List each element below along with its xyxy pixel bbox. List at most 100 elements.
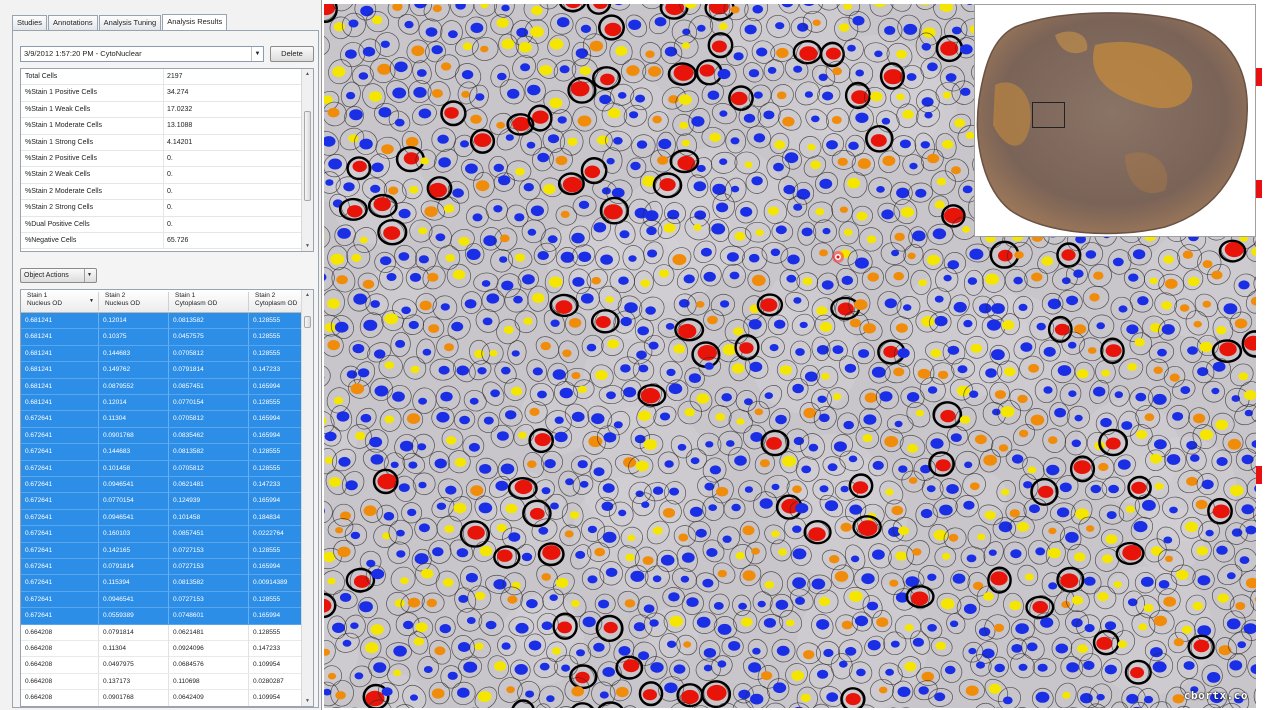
table-row[interactable]: 0.672641 0.11304 0.0705812 0.165994 (21, 411, 303, 428)
table-cell: 0.101458 (169, 509, 249, 526)
table-cell: 0.0705812 (169, 460, 249, 477)
table-row[interactable]: 0.672641 0.101458 0.0705812 0.128555 (21, 460, 303, 477)
table-row[interactable]: 0.664208 0.11304 0.0924096 0.147233 (21, 641, 303, 658)
object-actions-label: Object Actions (24, 272, 69, 279)
stat-row[interactable]: %Stain 2 Strong Cells 0. (21, 200, 301, 217)
scroll-up-arrow-icon[interactable]: ▲ (305, 71, 310, 77)
table-row[interactable]: 0.672641 0.144683 0.0813582 0.128555 (21, 444, 303, 461)
tab-annotations[interactable]: Annotations (48, 15, 98, 30)
table-row[interactable]: 0.672641 0.0791814 0.0727153 0.165994 (21, 559, 303, 576)
table-cell: 0.109954 (249, 657, 303, 674)
table-cell: 0.0813582 (169, 313, 249, 329)
table-cell: 0.664208 (21, 641, 99, 657)
column-header-stain2-cytoplasm-od[interactable]: Stain 2 Cytoplasm OD (249, 292, 303, 311)
table-cell: 0.0727153 (169, 559, 249, 575)
table-row[interactable]: 0.672641 0.160103 0.0857451 0.0222764 (21, 526, 303, 543)
table-cell: 0.0946541 (99, 591, 169, 608)
analysis-run-dropdown[interactable]: 3/9/2012 1:57:20 PM - CytoNuclear ▼ (20, 46, 264, 62)
table-cell: 0.0857451 (169, 526, 249, 543)
stat-row[interactable]: %Stain 2 Moderate Cells 0. (21, 183, 303, 201)
scrollbar-thumb[interactable] (304, 111, 311, 201)
table-row[interactable]: 0.672641 0.0559389 0.0748601 0.165994 (21, 608, 303, 625)
stat-row[interactable]: %Stain 1 Strong Cells 4.14201 (21, 134, 301, 151)
table-row[interactable]: 0.672641 0.0946541 0.0727153 0.128555 (21, 591, 303, 609)
tab-analysis-results[interactable]: Analysis Results (162, 14, 228, 30)
table-cell: 0.672641 (21, 493, 99, 510)
table-row[interactable]: 0.681241 0.0879552 0.0857451 0.165994 (21, 378, 303, 395)
scrollbar-thumb[interactable] (304, 316, 311, 328)
table-cell: 0.0901768 (99, 427, 169, 444)
scroll-up-arrow-icon[interactable]: ▲ (305, 292, 310, 298)
slide-overview-thumbnail[interactable] (974, 4, 1256, 237)
table-row[interactable]: 0.664208 0.137173 0.110698 0.0280287 (21, 673, 303, 691)
table-cell: 0.664208 (21, 673, 99, 690)
stat-row[interactable]: %Stain 2 Weak Cells 0. (21, 167, 301, 184)
stat-row[interactable]: %Stain 2 Positive Cells 0. (21, 151, 301, 168)
viewport-indicator[interactable] (1032, 102, 1065, 128)
scroll-down-arrow-icon[interactable]: ▼ (305, 698, 310, 704)
column-header-line2: Nucleus OD (27, 300, 63, 307)
column-header-line1: Stain 2 (255, 292, 276, 299)
table-cell: 0.0835462 (169, 427, 249, 444)
stat-row[interactable]: %Stain 1 Moderate Cells 13.1088 (21, 118, 301, 135)
chevron-down-icon[interactable]: ▼ (87, 272, 92, 278)
table-cell: 0.681241 (21, 395, 99, 411)
scroll-down-arrow-icon[interactable]: ▼ (305, 243, 310, 249)
table-row[interactable]: 0.672641 0.142165 0.0727153 0.128555 (21, 542, 303, 559)
table-cell: 0.664208 (21, 657, 99, 674)
tab-studies[interactable]: Studies (12, 15, 48, 30)
table-cell: 0.672641 (21, 542, 99, 559)
table-cell: 0.672641 (21, 460, 99, 477)
object-actions-button[interactable]: Object Actions ▼ (20, 268, 97, 283)
stat-row[interactable]: %Negative Cells 65.726 (21, 233, 301, 250)
stat-row[interactable]: %Stain 1 Positive Cells 34.274 (21, 85, 301, 102)
stat-label: %Stain 2 Positive Cells (25, 155, 97, 162)
table-row[interactable]: 0.681241 0.10375 0.0457575 0.128555 (21, 329, 303, 346)
column-header-stain1-nucleus-od[interactable]: Stain 1 Nucleus OD ▼ (21, 292, 99, 311)
table-row[interactable]: 0.672641 0.0901768 0.0835462 0.165994 (21, 427, 303, 445)
stat-label: %Negative Cells (25, 237, 77, 244)
stat-row[interactable]: %Dual Positive Cells 0. (21, 216, 301, 233)
stat-row[interactable]: Total Cells 2197 (21, 69, 301, 86)
table-row[interactable]: 0.681241 0.12014 0.0770154 0.128555 (21, 395, 303, 412)
table-row[interactable]: 0.672641 0.115394 0.0813582 0.00914389 (21, 575, 303, 592)
table-scrollbar[interactable]: ▲ ▼ (301, 290, 313, 706)
table-cell: 0.165994 (249, 608, 303, 625)
table-cell: 0.664208 (21, 624, 99, 641)
chevron-down-icon[interactable]: ▼ (251, 47, 263, 61)
table-row[interactable]: 0.664208 0.0497975 0.0684576 0.109954 (21, 657, 303, 674)
table-row[interactable]: 0.664208 0.0791814 0.0621481 0.128555 (21, 624, 303, 641)
tab-analysis-tuning[interactable]: Analysis Tuning (98, 15, 162, 30)
table-row[interactable]: 0.672641 0.0770154 0.124939 0.165994 (21, 493, 303, 510)
table-cell: 0.165994 (249, 559, 303, 575)
cell-segmentation-markup-image[interactable] (324, 4, 1256, 708)
table-cell: 0.128555 (249, 542, 303, 559)
column-header-line2: Cytoplasm OD (255, 300, 298, 307)
table-cell: 0.128555 (249, 313, 303, 329)
table-cell: 0.672641 (21, 411, 99, 428)
watermark-text: cbortx.co (1183, 689, 1248, 702)
analysis-panel: Studies Annotations Analysis Tuning Anal… (0, 0, 322, 710)
table-row[interactable]: 0.681241 0.144683 0.0705812 0.128555 (21, 345, 303, 363)
stats-scrollbar[interactable]: ▲ ▼ (301, 69, 313, 251)
analysis-results-pane: 3/9/2012 1:57:20 PM - CytoNuclear ▼ Dele… (12, 30, 319, 708)
column-header-stain2-nucleus-od[interactable]: Stain 2 Nucleus OD (99, 292, 169, 311)
column-header-line2: Nucleus OD (105, 300, 141, 307)
stat-value: 0. (163, 183, 303, 200)
table-header: Stain 1 Nucleus OD ▼ Stain 2 Nucleus OD … (21, 290, 303, 313)
table-cell: 0.110698 (169, 673, 249, 690)
table-row[interactable]: 0.672641 0.0946541 0.101458 0.184834 (21, 509, 303, 527)
delete-button[interactable]: Delete (270, 46, 314, 62)
table-cell: 0.681241 (21, 345, 99, 362)
table-cell: 0.0457575 (169, 329, 249, 346)
table-row[interactable]: 0.672641 0.0946541 0.0621481 0.147233 (21, 477, 303, 494)
table-cell: 0.681241 (21, 378, 99, 395)
table-cell: 0.128555 (249, 444, 303, 461)
table-row[interactable]: 0.664208 0.0901768 0.0642409 0.109954 (21, 690, 303, 706)
summary-stats-grid: Total Cells 2197 %Stain 1 Positive Cells 34… (20, 68, 314, 252)
slide-image-viewer[interactable]: cbortx.co (324, 4, 1256, 708)
table-row[interactable]: 0.681241 0.149762 0.0791814 0.147233 (21, 362, 303, 379)
stat-row[interactable]: %Stain 1 Weak Cells 17.0232 (21, 101, 301, 119)
table-row[interactable]: 0.681241 0.12014 0.0813582 0.128555 (21, 313, 303, 330)
column-header-stain1-cytoplasm-od[interactable]: Stain 1 Cytoplasm OD (169, 292, 249, 311)
